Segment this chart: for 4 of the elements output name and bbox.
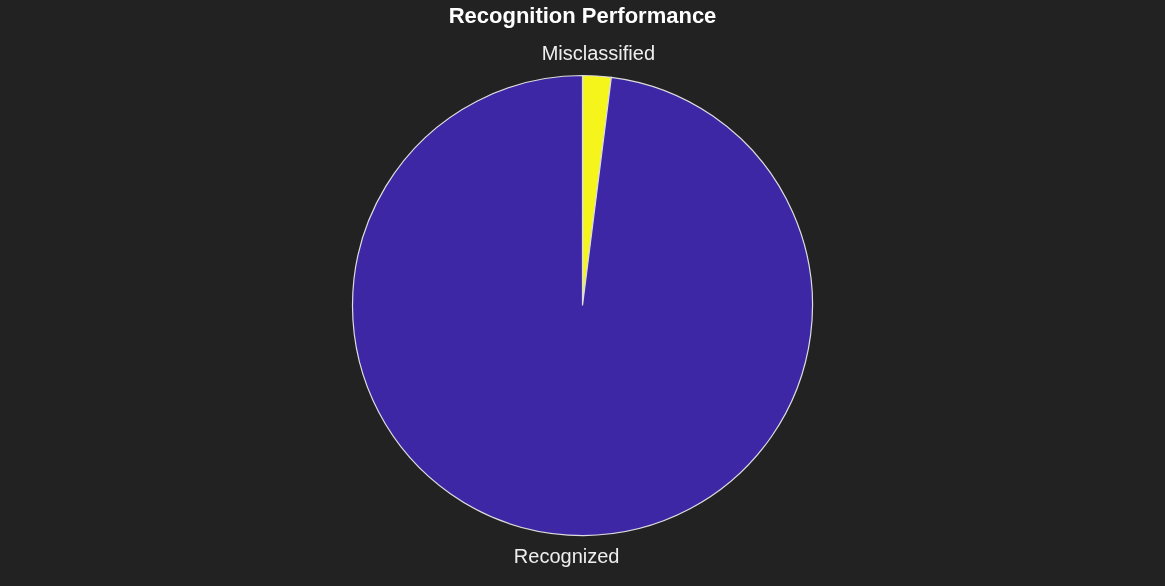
- slice-label: Recognized: [513, 545, 620, 567]
- chart-title: Recognition Performance: [448, 3, 717, 28]
- slice-label: Misclassified: [541, 42, 655, 64]
- pie-slice: [352, 74, 813, 536]
